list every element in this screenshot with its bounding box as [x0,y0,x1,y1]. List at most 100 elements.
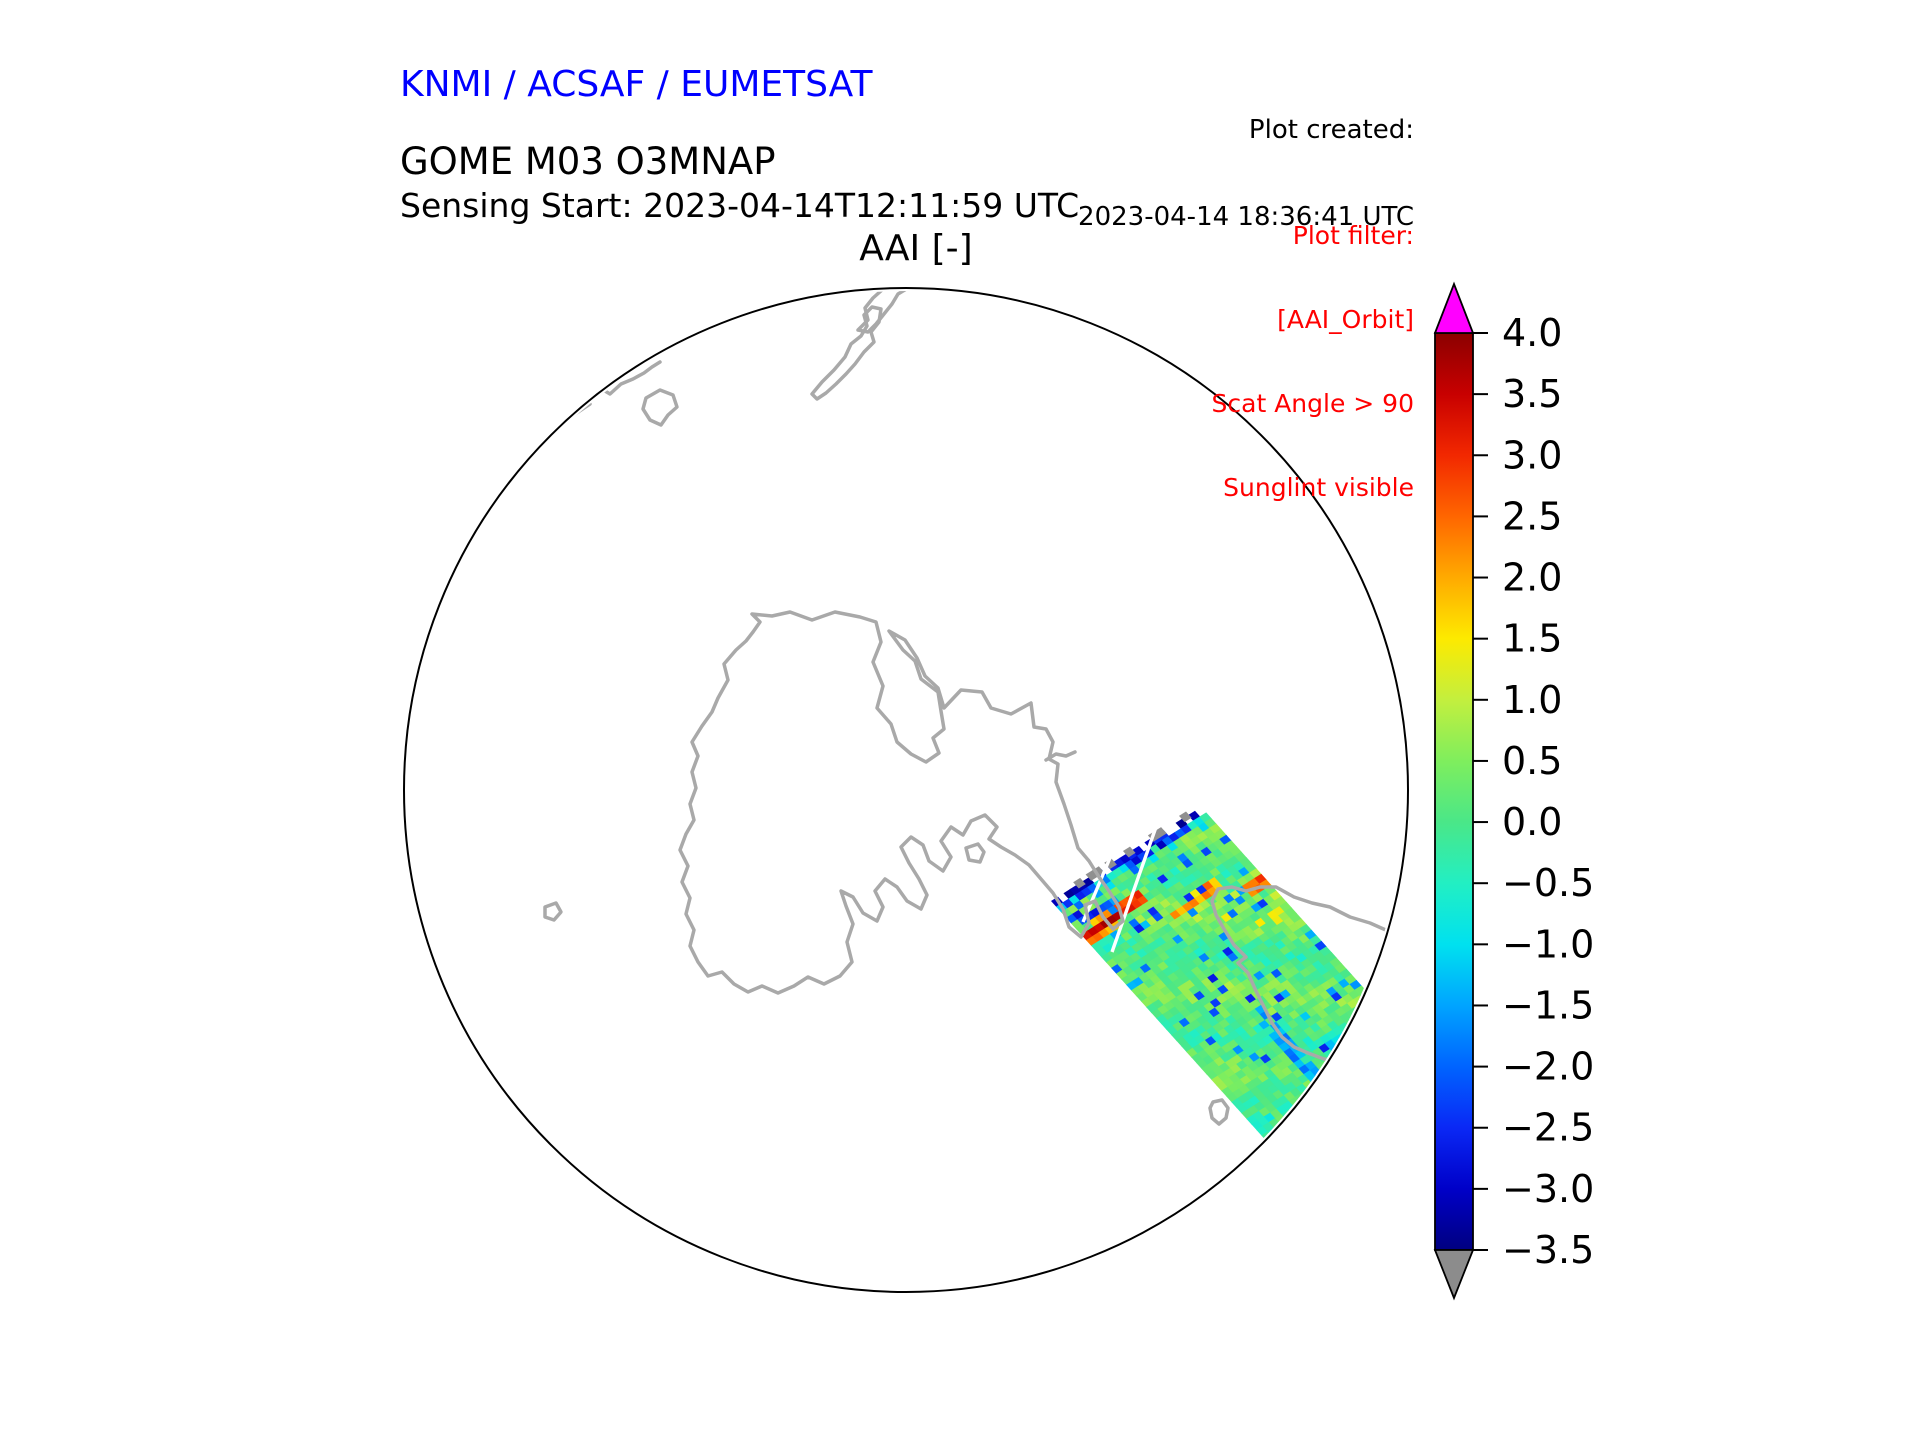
swath-cell [1397,1098,1405,1109]
swath-cell [1374,1051,1388,1062]
swath-cell [1382,1081,1395,1093]
plot-filter-block: Plot filter: [AAI_Orbit] Scat Angle > 90… [1212,166,1414,558]
swath-cell [1362,1146,1376,1157]
swath-cell [1325,1169,1338,1181]
swath-cell [1338,1152,1352,1163]
swath-cell [1394,1160,1405,1172]
swath-cell [1338,1195,1352,1207]
swath-cell [1304,1103,1318,1115]
swath-cell [1364,1040,1378,1051]
colorbar-over-range-arrow [1433,281,1475,334]
plot-filter-line: [AAI_Orbit] [1277,305,1414,334]
swath-cell [1333,1190,1347,1201]
swath-data-gap [1110,809,1164,953]
swath-cell [1369,1132,1383,1144]
swath-cell [1347,1172,1361,1184]
swath-cell [1369,1045,1383,1057]
swath-cell [1394,1073,1405,1085]
swath-cell [1280,1119,1293,1130]
swath-cell [1348,1076,1362,1088]
swath-cell [1295,1136,1308,1147]
swath-cell [1367,1108,1380,1119]
swath-cell [1336,1171,1349,1182]
swath-cell [1389,1111,1403,1123]
swath-cell [1383,1071,1397,1083]
swath-cell [1386,1096,1399,1108]
swath-cell [1385,1052,1399,1064]
colorbar-tick-label: 1.5 [1502,617,1562,661]
swath-cell [1369,1002,1383,1013]
swath-cell [1324,1082,1338,1094]
swath-cell [1384,1105,1398,1117]
swath-cell [1336,1127,1349,1139]
swath-cell [1344,1104,1358,1116]
swath-cell [1369,1089,1383,1100]
swath-cell [1285,1124,1298,1136]
swath-cell [1389,1068,1403,1079]
swath-cell [1311,1099,1324,1111]
swath-cell [1367,1064,1380,1076]
map-title: AAI [-] [859,228,973,269]
swath-cell [1420,1102,1433,1113]
swath-cell [1297,1160,1311,1172]
swath-cell [1412,1115,1425,1126]
swath-cell [1404,1128,1405,1139]
swath-cell [1373,1017,1386,1028]
product-title: GOME M03 O3MNAP [400,140,776,183]
swath-cell [1355,1062,1369,1074]
plot-created-time: 2023-04-14 18:36:41 UTC [1078,202,1414,232]
swath-cell [1336,1084,1349,1095]
swath-cell [1340,1186,1353,1197]
swath-cell [1364,1127,1378,1138]
swath-cell [1397,1054,1405,1066]
swath-cell [1122,846,1136,858]
swath-cell [1363,1006,1376,1017]
swath-cell [1307,1128,1321,1139]
colorbar-tick-label: −3.0 [1502,1167,1594,1211]
swath-cell [1421,1136,1434,1147]
swath-cell [1282,1143,1296,1155]
swath-cell [1342,1123,1356,1135]
swath-cell [1407,1066,1420,1077]
swath-cell [1347,1085,1360,1097]
swath-cell [1364,1083,1378,1095]
swath-cell [1345,1148,1358,1160]
swath-cell [1317,1095,1331,1107]
swath-cell [1367,1021,1380,1032]
swath-cell [1318,1129,1332,1141]
swath-cell [1296,1126,1309,1138]
swath-cell [1382,1037,1395,1049]
swath-cell [1357,1184,1371,1195]
swath-cell [1376,1128,1389,1140]
colorbar-tick-label: −2.5 [1502,1106,1594,1150]
swath-cell [1327,1194,1341,1205]
swath-cell [1322,1101,1336,1113]
swath-cell [1085,870,1099,881]
swath-cell [1417,1077,1430,1088]
swath-cell [1281,1153,1295,1165]
swath-cell [1358,1174,1372,1186]
swath-cell [1337,1118,1351,1129]
swath-cell [1374,1138,1388,1149]
swath-cell [1407,1153,1420,1164]
swath-cell [1358,1087,1372,1099]
swath-cell [1353,1169,1367,1180]
swath-cell [1343,1114,1357,1125]
swath-cell [1384,1062,1398,1074]
swath-cell [1321,1198,1335,1209]
colorbar-tick-label: −0.5 [1502,861,1594,905]
swath-cell [1322,1145,1336,1156]
swath-cell [1354,1072,1368,1084]
swath-cell [1362,1015,1375,1027]
swath-cell [1307,1171,1321,1183]
swath-cell [1358,1131,1372,1142]
swath-cell [1406,1119,1419,1130]
colorbar-tick-label: 3.5 [1502,372,1562,416]
swath-cell [1296,1170,1310,1181]
swath-cell [1368,1098,1382,1110]
swath-cell [1362,1102,1375,1114]
swath-cell [1386,1140,1399,1151]
swath-cell [1334,1093,1348,1105]
